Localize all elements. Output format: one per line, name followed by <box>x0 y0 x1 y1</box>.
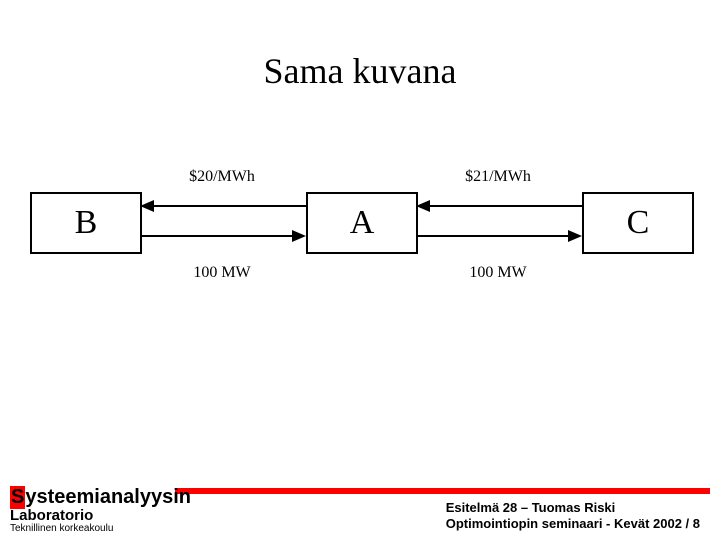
footer-brand: Systeemianalyysin Laboratorio Teknilline… <box>10 486 191 534</box>
footer-rule <box>175 488 710 494</box>
arrow-ba-bot-line <box>140 235 294 237</box>
footer-meta: Esitelmä 28 – Tuomas Riski Optimointiopi… <box>446 500 700 533</box>
slide-title: Sama kuvana <box>0 50 720 92</box>
node-c: C <box>582 192 694 254</box>
footer-uni: Teknillinen korkeakoulu <box>10 523 191 534</box>
power-label-left: 100 MW <box>138 264 306 282</box>
price-label-left: $20/MWh <box>138 168 306 186</box>
arrow-ba-top-head <box>140 200 154 212</box>
price-label-right: $21/MWh <box>414 168 582 186</box>
slide: Sama kuvana B A C $20/MWh $21/MWh 100 MW… <box>0 0 720 540</box>
arrow-ba-top-line <box>152 205 306 207</box>
arrow-ca-bot-head <box>568 230 582 242</box>
footer-line2: Optimointiopin seminaari - Kevät 2002 / … <box>446 516 700 532</box>
node-b: B <box>30 192 142 254</box>
footer-brand-letter: S <box>10 486 25 509</box>
footer-line1: Esitelmä 28 – Tuomas Riski <box>446 500 700 516</box>
arrow-ba-bot-head <box>292 230 306 242</box>
footer-lab: Laboratorio <box>10 507 191 524</box>
power-label-right: 100 MW <box>414 264 582 282</box>
node-b-label: B <box>75 204 98 242</box>
node-a: A <box>306 192 418 254</box>
arrow-ca-bot-line <box>416 235 570 237</box>
arrow-ca-top-head <box>416 200 430 212</box>
node-a-label: A <box>350 204 375 242</box>
footer: Systeemianalyysin Laboratorio Teknilline… <box>0 480 720 540</box>
arrow-ca-top-line <box>428 205 582 207</box>
footer-brand-word: ysteemianalyysin <box>25 486 191 508</box>
node-c-label: C <box>627 204 650 242</box>
